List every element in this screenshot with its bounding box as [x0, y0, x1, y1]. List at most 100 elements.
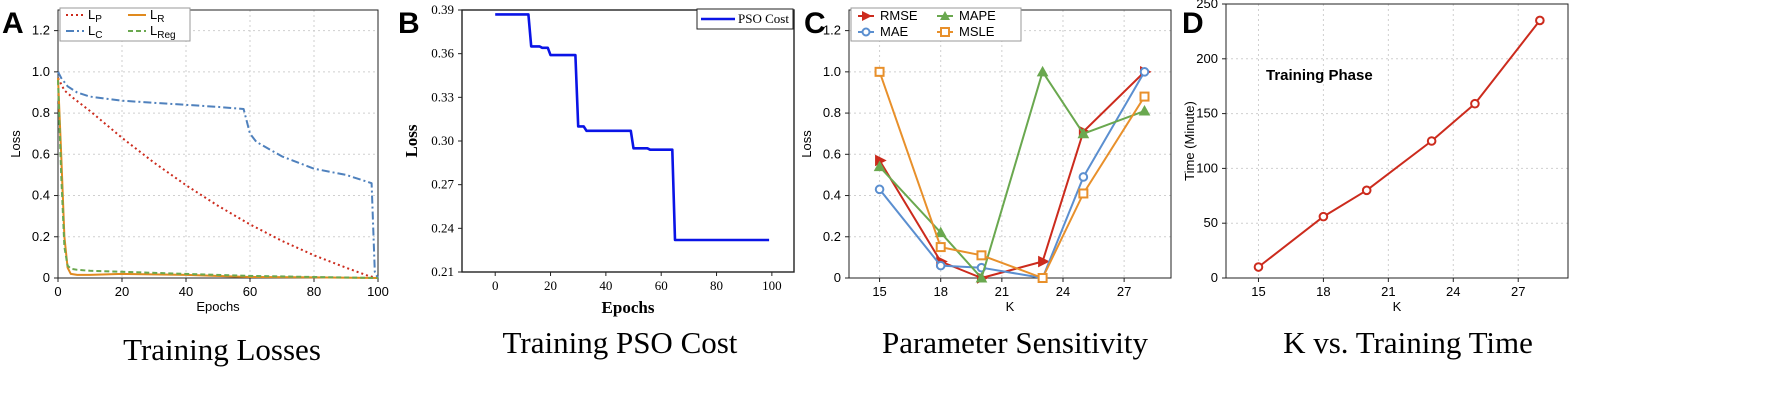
panel-caption: K vs. Training Time — [1283, 325, 1533, 360]
y-tick-label: 0 — [1211, 270, 1218, 285]
series-line-rmse — [878, 71, 1146, 279]
x-axis-label: Epochs — [196, 299, 240, 314]
legend-label: LReg — [150, 23, 176, 41]
x-axis-label: Epochs — [602, 298, 655, 317]
legend-label-main: L — [150, 23, 157, 38]
legend-label-sub: C — [95, 30, 102, 41]
y-tick-label: 0.27 — [431, 177, 454, 192]
panel-c: 15 18 21 24 2700.20.40.60.81.01.2KLossRMSEMA… — [799, 7, 1172, 360]
y-tick-label: 0.2 — [823, 229, 841, 244]
x-tick-label: 60 — [243, 284, 257, 299]
x-tick-label: 20 — [115, 284, 129, 299]
panel-caption: Training PSO Cost — [503, 325, 738, 360]
legend-box — [696, 8, 794, 30]
legend-box — [850, 7, 1022, 42]
data-point-mape — [934, 226, 947, 238]
series-line-msle — [878, 71, 1146, 279]
panel-a: 0 20 40 60 80 100 0 0.2 0.4 0.6 0.8 1.0 1.2 Epochs Los… — [2, 7, 389, 367]
x-tick-label: 18 — [933, 284, 947, 299]
panel-letter: A — [2, 7, 24, 40]
data-point-msle — [935, 242, 946, 253]
y-tick-label: 0.8 — [32, 105, 50, 120]
legend-label-sub: R — [157, 14, 164, 25]
panel-letter: B — [398, 7, 420, 40]
y-tick-label: 0.4 — [32, 188, 50, 203]
data-point-mape — [873, 160, 886, 172]
panel-letter: D — [1182, 7, 1204, 40]
x-tick-label: 40 — [179, 284, 193, 299]
legend-label-main: L — [88, 7, 95, 22]
data-point-msle — [976, 250, 987, 261]
x-axis-label: K — [1393, 299, 1402, 314]
data-point-mape — [1138, 104, 1151, 116]
plot-frame — [57, 9, 379, 279]
x-tick-label: 60 — [655, 278, 668, 293]
x-tick-label: 15 — [872, 284, 886, 299]
y-tick-label: 250 — [1196, 0, 1218, 11]
legend-label: LC — [88, 23, 102, 41]
x-tick-label: 15 — [1251, 284, 1265, 299]
series-line-p — [57, 77, 379, 279]
legend-label: RMSE — [880, 8, 918, 23]
legend-label-main: L — [88, 23, 95, 38]
legend-marker — [861, 27, 871, 37]
plot-frame — [1225, 3, 1569, 279]
series-line-c — [57, 71, 379, 279]
data-point-mae — [1078, 172, 1089, 182]
series-line-reg — [57, 80, 379, 279]
legend: PSO Cost — [696, 8, 794, 30]
data-point-time — [1361, 185, 1372, 196]
data-point-msle — [874, 66, 885, 77]
x-tick-label: 27 — [1117, 284, 1131, 299]
data-point-time — [1318, 211, 1329, 222]
legend-marker — [940, 27, 950, 37]
legend-label: MAE — [880, 24, 909, 39]
panel-b: 0 20 40 60 80 100 0.21 0.24 0.27 0.30 0.33 0.36 0.39… — [398, 2, 795, 360]
data-point-msle — [1078, 188, 1089, 199]
series-line-mape — [878, 70, 1145, 279]
y-axis-label: Loss — [8, 130, 23, 158]
y-tick-label: 0.36 — [431, 46, 454, 61]
legend-marker — [940, 11, 950, 20]
x-tick-label: 100 — [762, 278, 782, 293]
y-tick-label: 0.8 — [823, 105, 841, 120]
x-tick-label: 21 — [995, 284, 1009, 299]
panel-caption: Parameter Sensitivity — [882, 325, 1149, 360]
x-tick-label: 27 — [1511, 284, 1525, 299]
x-tick-label: 40 — [599, 278, 612, 293]
data-point-mae — [935, 260, 946, 271]
series-line-r — [57, 77, 379, 279]
x-tick-label: 24 — [1056, 284, 1070, 299]
legend-label: PSO Cost — [738, 11, 789, 26]
data-point-time — [1535, 15, 1545, 26]
series-line-mae — [878, 71, 1146, 279]
x-tick-label: 18 — [1316, 284, 1330, 299]
y-tick-label: 0.33 — [431, 89, 454, 104]
plot-frame — [461, 9, 795, 273]
y-tick-label: 1.2 — [32, 23, 50, 38]
data-point-msle — [1037, 273, 1048, 283]
legend-label: MSLE — [959, 24, 995, 39]
data-point-time — [1470, 98, 1480, 109]
series-line-pso-cost — [495, 13, 770, 242]
data-point-mape — [975, 271, 988, 283]
panel-caption: Training Losses — [123, 332, 321, 367]
y-tick-label: 1.0 — [32, 64, 50, 79]
data-point-time — [1426, 136, 1437, 146]
panel-d: 15 18 21 24 27 0 50 100 150 200 250 K Time (Minute) T… — [1182, 0, 1569, 360]
legend-marker — [862, 11, 872, 21]
y-tick-label: 1.2 — [823, 23, 841, 38]
legend-label-main: L — [150, 7, 157, 22]
x-tick-label: 100 — [367, 284, 389, 299]
x-tick-label: 24 — [1446, 284, 1460, 299]
y-tick-label: 100 — [1196, 160, 1218, 175]
data-point-rmse — [1038, 255, 1050, 268]
y-tick-label: 0 — [43, 270, 50, 285]
y-tick-label: 0.6 — [823, 146, 841, 161]
legend-label-sub: Reg — [157, 30, 175, 41]
y-axis-label: Loss — [799, 130, 814, 158]
legend-label: LP — [88, 7, 102, 25]
